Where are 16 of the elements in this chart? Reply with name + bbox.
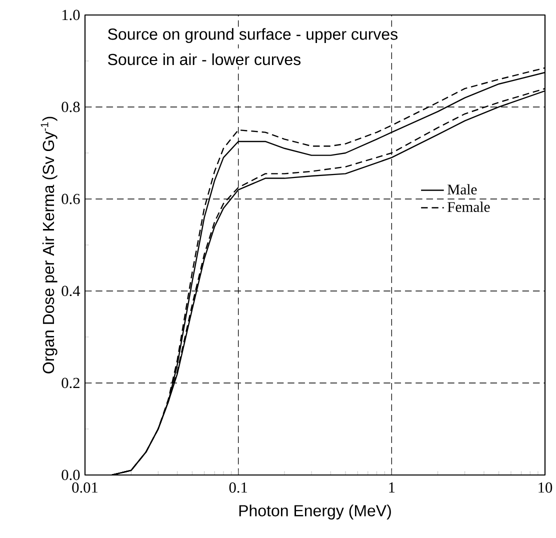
x-tick-label: 10	[538, 482, 552, 493]
y-tick-label: 0.8	[62, 102, 80, 112]
y-tick-label: 1.0	[62, 10, 80, 20]
x-axis-title: Photon Energy (MeV)	[239, 504, 391, 520]
legend-label: Female	[448, 202, 490, 212]
annotation: Source on ground surface - upper curves	[108, 28, 398, 44]
x-tick-label: 0.1	[229, 482, 247, 493]
y-tick-label: 0.4	[62, 286, 80, 296]
y-axis-title: Organ Dose per Air Kerma (Sv Gy$^{-1}$)	[40, 116, 58, 374]
y-tick-label: 0.2	[62, 378, 80, 388]
annotation: Source in air - lower curves	[108, 53, 301, 66]
legend-label: Male	[448, 184, 477, 194]
x-tick-label: 0.01	[72, 482, 98, 493]
x-tick-label: 1	[389, 482, 395, 492]
y-tick-label: 0.0	[62, 470, 80, 480]
y-tick-label: 0.6	[62, 194, 80, 204]
